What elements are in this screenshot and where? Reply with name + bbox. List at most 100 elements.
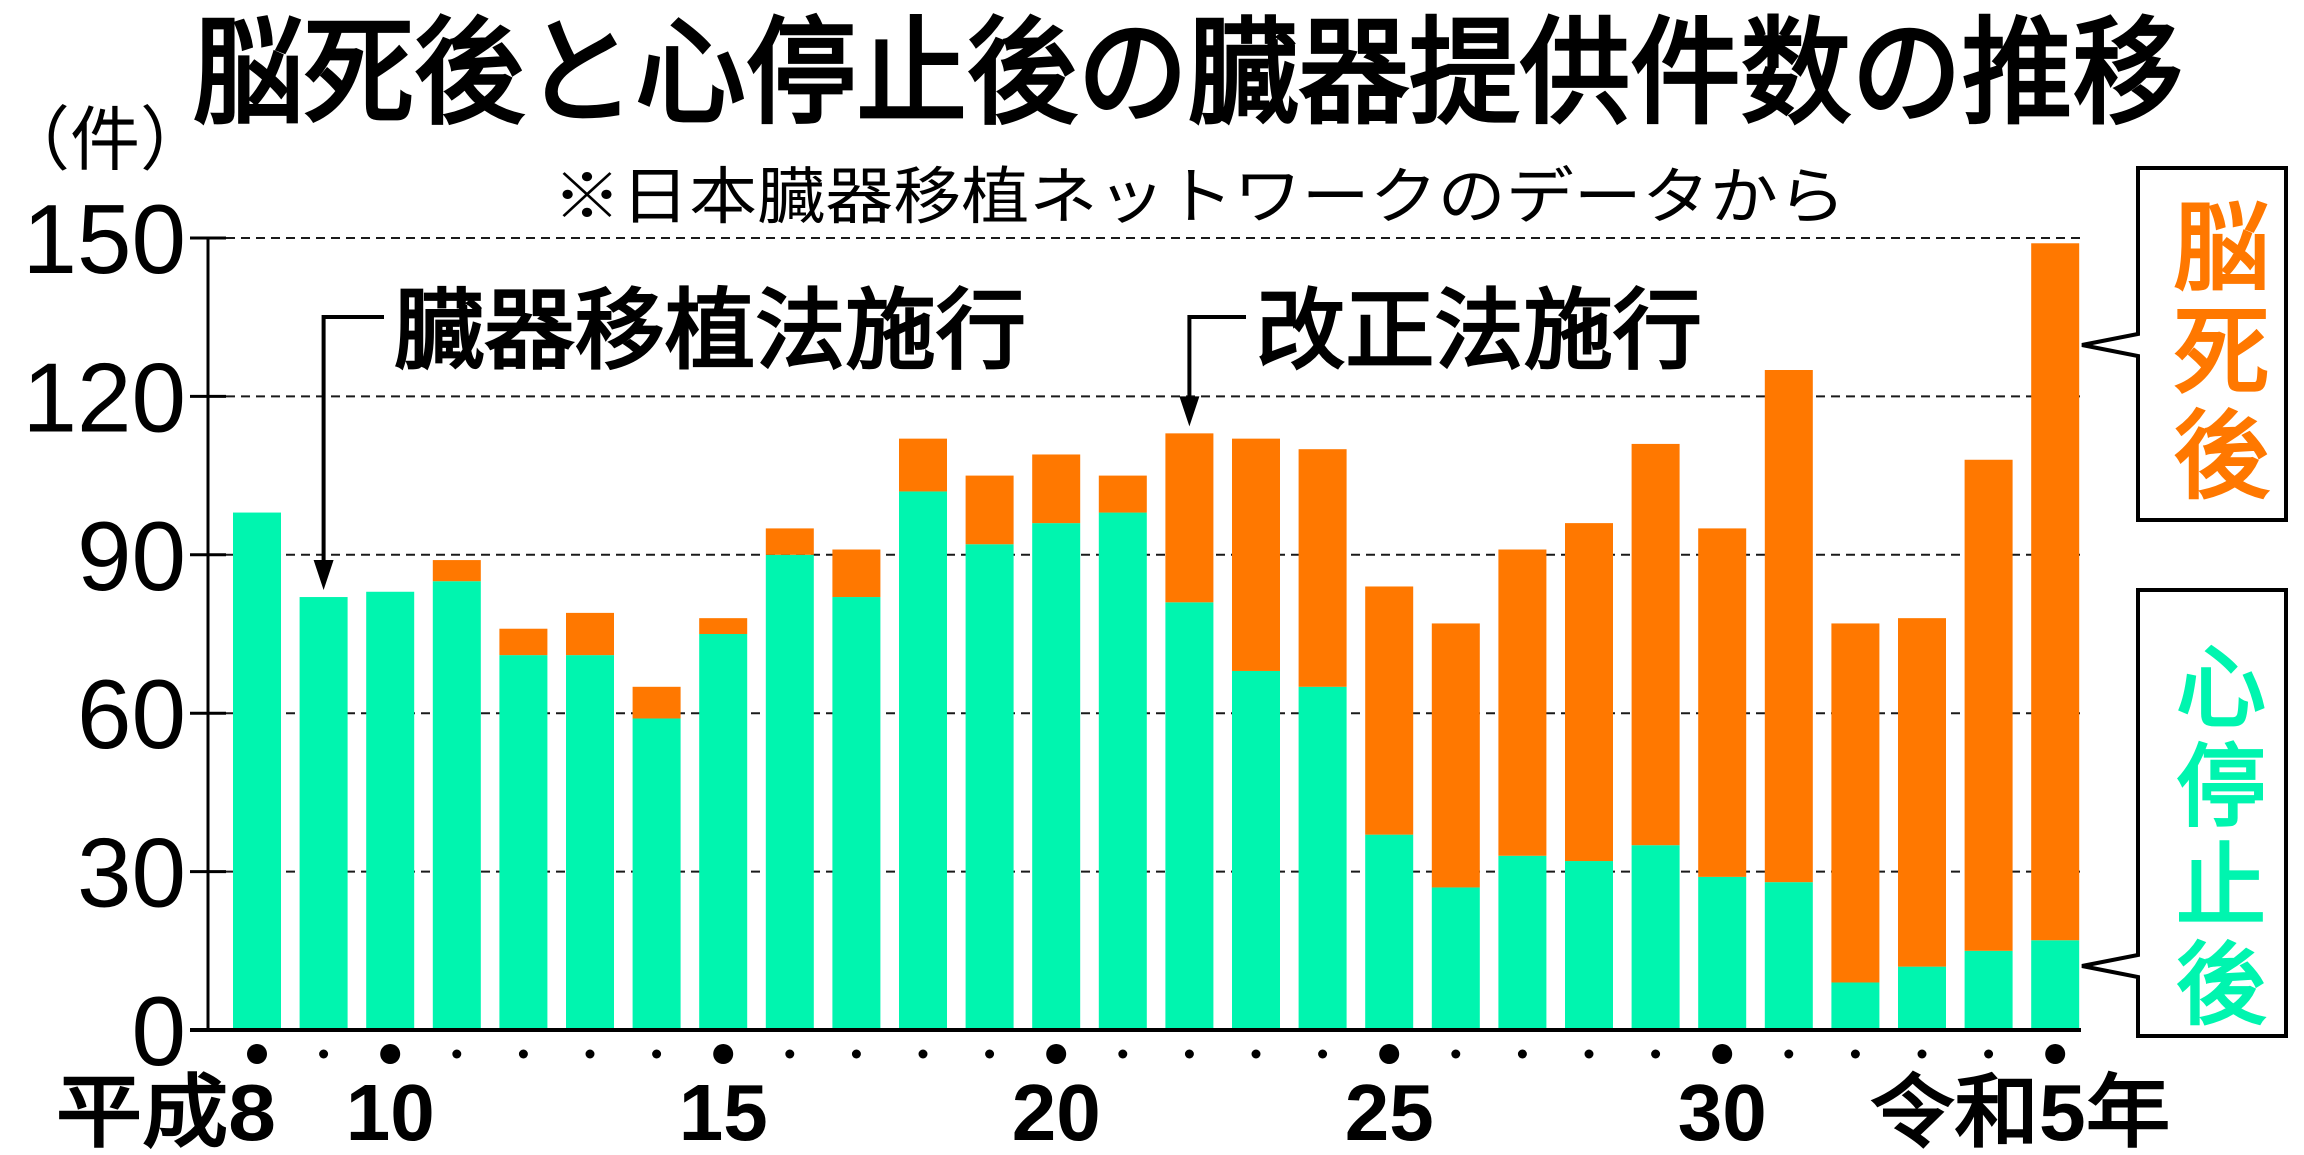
bar-cardiac-death-27 <box>2031 940 2080 1030</box>
y-tick-label-0: 0 <box>131 976 186 1086</box>
bar-brain-death-23 <box>1764 370 1813 883</box>
legend-label-cardiac-death: 心停止後 <box>2162 640 2262 1036</box>
bar-cardiac-death-14 <box>1165 602 1214 1030</box>
x-tick-label-0: 平成8 <box>56 1068 276 1155</box>
x-tick-label-22: 30 <box>1678 1068 1767 1155</box>
x-tick-dot-minor <box>1784 1049 1794 1059</box>
axes: 0 30 60 90 120 150 <box>22 184 2081 1086</box>
annotation-arrowhead-0 <box>313 560 334 591</box>
x-tick-dot-major <box>1379 1044 1400 1064</box>
legend <box>2081 166 2288 1038</box>
bar-cardiac-death-10 <box>899 491 947 1030</box>
bar-brain-death-27 <box>2031 243 2080 941</box>
bar-cardiac-death-13 <box>1098 512 1147 1030</box>
bar-cardiac-death-25 <box>1898 966 1946 1030</box>
bar-brain-death-12 <box>1032 454 1081 524</box>
bar-cardiac-death-6 <box>632 718 681 1030</box>
bar-brain-death-4 <box>499 628 548 656</box>
x-tick-label-17: 25 <box>1345 1068 1434 1155</box>
x-tick-dot-major <box>713 1044 734 1064</box>
x-tick-dot-minor <box>1251 1049 1261 1059</box>
x-tick-dot-minor <box>1118 1049 1128 1059</box>
bar-cardiac-death-4 <box>499 655 548 1030</box>
bar-cardiac-death-26 <box>1964 950 2013 1030</box>
bar-cardiac-death-5 <box>566 655 614 1030</box>
bar-cardiac-death-21 <box>1631 845 1680 1030</box>
annotation-organ-transplant-act: 臓器移植法施行 <box>394 281 1026 380</box>
bar-brain-death-25 <box>1898 618 1946 967</box>
x-tick-dot-minor <box>985 1049 995 1059</box>
x-tick-dot-minor <box>585 1049 595 1059</box>
bar-brain-death-19 <box>1498 549 1547 856</box>
legend-brain-death-box <box>2081 166 2288 522</box>
bar-brain-death-9 <box>832 549 881 598</box>
x-tick-dot-minor <box>1850 1049 1860 1059</box>
bar-cardiac-death-8 <box>765 554 814 1030</box>
x-tick-dot-minor <box>652 1049 662 1059</box>
bar-cardiac-death-0 <box>233 512 281 1030</box>
bar-brain-death-26 <box>1964 459 2013 951</box>
bar-brain-death-13 <box>1098 475 1147 513</box>
x-tick-dot-minor <box>785 1049 795 1059</box>
x-tick-dot-minor <box>1451 1049 1461 1059</box>
bar-cardiac-death-1 <box>299 597 348 1030</box>
annotation-leader-0 <box>321 315 384 563</box>
y-tick-label-120: 120 <box>22 342 186 452</box>
x-tick-dot-minor <box>518 1049 528 1059</box>
bar-cardiac-death-18 <box>1431 887 1480 1030</box>
annotation-leader-1 <box>1187 315 1246 399</box>
x-tick-dot-minor <box>918 1049 928 1059</box>
x-tick-dot-minor <box>1184 1049 1194 1059</box>
annotation-arrowhead-1 <box>1179 396 1200 427</box>
x-tick-dot-major <box>1712 1044 1733 1064</box>
x-tick-dot-minor <box>851 1049 861 1059</box>
bar-cardiac-death-16 <box>1298 686 1347 1030</box>
bar-brain-death-16 <box>1298 449 1347 687</box>
x-tick-dot-minor <box>1651 1049 1661 1059</box>
bar-brain-death-6 <box>632 686 681 719</box>
bar-brain-death-21 <box>1631 443 1680 846</box>
x-tick-dot-minor <box>319 1049 329 1059</box>
annotation-revised-act: 改正法施行 <box>1256 281 1702 380</box>
bar-brain-death-22 <box>1698 528 1747 877</box>
bar-brain-death-3 <box>432 560 481 582</box>
bar-cardiac-death-9 <box>832 597 881 1030</box>
x-tick-dot-minor <box>1318 1049 1328 1059</box>
x-tick-label-12: 20 <box>1012 1068 1101 1155</box>
bar-cardiac-death-11 <box>965 544 1014 1030</box>
x-tick-dot-minor <box>1917 1049 1927 1059</box>
x-tick-label-7: 15 <box>679 1068 768 1155</box>
x-tick-dot-major <box>2045 1044 2066 1064</box>
y-tick-label-60: 60 <box>77 659 186 769</box>
bar-brain-death-15 <box>1232 438 1280 671</box>
legend-label-brain-death: 脳死後 <box>2159 197 2266 509</box>
bar-cardiac-death-22 <box>1698 876 1747 1030</box>
bar-cardiac-death-24 <box>1831 982 1880 1030</box>
y-tick-label-30: 30 <box>77 818 186 928</box>
x-tick-dot-minor <box>1984 1049 1994 1059</box>
bar-brain-death-5 <box>566 612 614 656</box>
bar-cardiac-death-3 <box>432 581 481 1030</box>
x-tick-dot-minor <box>1517 1049 1527 1059</box>
x-tick-dot-major <box>1046 1044 1067 1064</box>
y-axis-unit-label: （件） <box>0 101 210 179</box>
chart-title: 脳死後と心停止後の臓器提供件数の推移 <box>193 8 2183 138</box>
x-tick-label-2: 10 <box>346 1068 435 1155</box>
x-axis-labels: 平成8 10 15 20 25 30 令和5年 <box>56 1044 2170 1155</box>
bar-brain-death-20 <box>1565 523 1613 862</box>
bar-brain-death-11 <box>965 475 1014 545</box>
bar-brain-death-10 <box>899 438 947 492</box>
bar-cardiac-death-19 <box>1498 855 1547 1030</box>
x-tick-dot-minor <box>452 1049 462 1059</box>
x-tick-dot-major <box>247 1044 267 1064</box>
bar-brain-death-7 <box>699 618 748 634</box>
bar-cardiac-death-7 <box>699 634 748 1030</box>
annotations: 臓器移植法施行 改正法施行 <box>313 281 1702 591</box>
chart-source-note: ※日本臓器移植ネットワークのデータから <box>553 160 1846 233</box>
x-tick-label-27: 令和5年 <box>1870 1068 2170 1155</box>
bar-brain-death-24 <box>1831 623 1880 983</box>
bar-brain-death-17 <box>1365 586 1414 835</box>
x-tick-dot-minor <box>1584 1049 1594 1059</box>
bar-cardiac-death-15 <box>1232 670 1280 1030</box>
